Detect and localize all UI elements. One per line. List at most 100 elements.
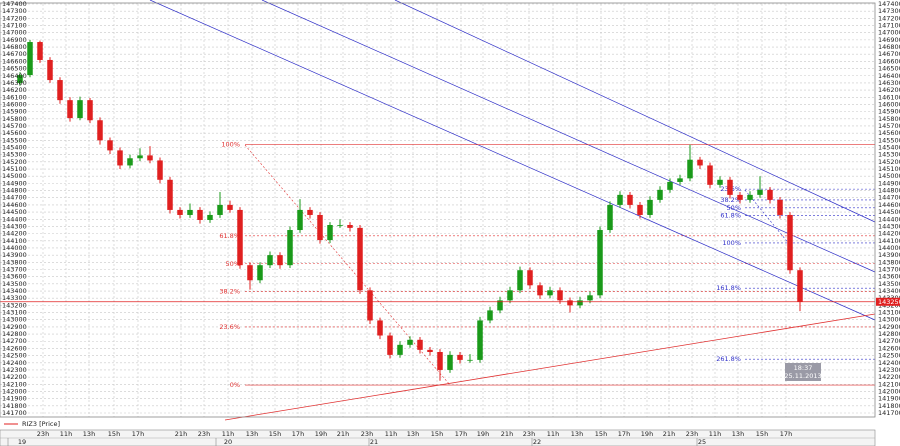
y-tick-label: 145200 — [878, 158, 900, 166]
y-tick-label: 142300 — [878, 366, 900, 374]
candle-body — [397, 344, 403, 355]
y-tick-label: 146300 — [878, 79, 900, 87]
x-tick-label: 23h — [198, 430, 210, 438]
y-tick-label: 146300 — [2, 79, 27, 87]
y-tick-label: 146500 — [878, 65, 900, 73]
y-tick-label: 144600 — [2, 201, 27, 209]
candle-body — [187, 209, 193, 215]
y-tick-label: 142400 — [2, 359, 27, 367]
x-tick-label: 13h — [246, 430, 258, 438]
y-tick-label: 144500 — [2, 208, 27, 216]
y-tick-label: 141800 — [878, 402, 900, 410]
candle-body — [457, 354, 463, 360]
candle-body — [77, 100, 83, 119]
y-tick-label: 144300 — [878, 222, 900, 230]
y-tick-label: 145100 — [878, 165, 900, 173]
candle-body — [797, 270, 803, 302]
y-tick-label: 147100 — [878, 22, 900, 30]
candle-body — [477, 320, 483, 360]
y-tick-label: 145700 — [878, 122, 900, 130]
y-tick-label: 142000 — [878, 387, 900, 395]
x-tick-label: 13h — [732, 430, 744, 438]
y-tick-label: 144200 — [878, 230, 900, 238]
y-tick-label: 144400 — [878, 215, 900, 223]
x-tick-label: 17h — [455, 430, 467, 438]
candle-body — [527, 270, 533, 286]
candle-body — [307, 209, 313, 215]
y-tick-label: 147000 — [2, 29, 27, 37]
y-tick-label: 147400 — [878, 0, 900, 8]
y-tick-label: 145900 — [2, 108, 27, 116]
y-tick-label: 146400 — [878, 72, 900, 80]
x-tick-label: 15h — [756, 430, 768, 438]
x-tick-label: 23h — [686, 430, 698, 438]
candle-body — [297, 209, 303, 231]
candle-body — [227, 204, 233, 210]
y-tick-label: 144900 — [2, 179, 27, 187]
fib-label: 38.2% — [219, 288, 240, 296]
y-tick-label: 145800 — [878, 115, 900, 123]
candle-body — [437, 352, 443, 370]
x-tick-label: 17h — [132, 430, 144, 438]
candle-body — [257, 265, 263, 281]
y-tick-label: 146900 — [2, 36, 27, 44]
y-tick-label: 146900 — [878, 36, 900, 44]
x-tick-label: 19h — [477, 430, 489, 438]
y-tick-label: 146500 — [2, 65, 27, 73]
candle-body — [497, 300, 503, 311]
y-tick-label: 142500 — [878, 352, 900, 360]
y-tick-label: 146100 — [2, 93, 27, 101]
candle-body — [237, 209, 243, 266]
cursor-box — [785, 363, 821, 381]
candle-body — [637, 204, 643, 215]
y-tick-label: 145100 — [2, 165, 27, 173]
drawings — [149, 0, 876, 421]
plot-frame — [0, 2, 876, 418]
candle-body — [587, 295, 593, 301]
y-tick-label: 144200 — [2, 230, 27, 238]
day-label: 19 — [18, 438, 26, 446]
candle-body — [217, 204, 223, 215]
candle-body — [167, 179, 173, 210]
candle-body — [357, 227, 363, 291]
candle-body — [777, 199, 783, 215]
candle-body — [197, 209, 203, 220]
candle-body — [717, 179, 723, 185]
fib-label: 38.2% — [720, 196, 741, 204]
y-tick-label: 146700 — [878, 50, 900, 58]
candle-body — [337, 225, 343, 226]
y-tick-label: 144800 — [878, 187, 900, 195]
channel-line — [261, 0, 876, 273]
trend-line — [224, 313, 876, 421]
candle-body — [127, 158, 133, 166]
candle-body — [697, 159, 703, 166]
y-tick-label: 145600 — [2, 129, 27, 137]
fib-label: 161.8% — [716, 284, 741, 292]
candle-body — [667, 181, 673, 190]
day-label: 25 — [698, 438, 706, 446]
candle-body — [517, 270, 523, 291]
y-tick-label: 145900 — [878, 108, 900, 116]
y-tick-label: 145200 — [2, 158, 27, 166]
candle-body — [727, 179, 733, 195]
candle-body — [47, 59, 53, 81]
x-tick-label: 15h — [269, 430, 281, 438]
y-tick-label: 142000 — [2, 387, 27, 395]
y-tick-label: 142900 — [878, 323, 900, 331]
y-tick-label: 147300 — [878, 7, 900, 15]
candle-body — [367, 290, 373, 321]
y-tick-label: 144600 — [878, 201, 900, 209]
x-tick-label: 21h — [663, 430, 675, 438]
candle-body — [157, 160, 163, 180]
y-tick-label: 147300 — [2, 7, 27, 15]
x-tick-label: 11h — [709, 430, 721, 438]
x-tick-label: 19h — [641, 430, 653, 438]
candle-body — [627, 194, 633, 205]
cursor-time: 18:37 — [794, 364, 813, 372]
y-tick-label: 142800 — [2, 330, 27, 338]
y-tick-label: 144400 — [2, 215, 27, 223]
candle-body — [537, 285, 543, 296]
candle-body — [407, 339, 413, 345]
fib-label: 100% — [722, 239, 741, 247]
